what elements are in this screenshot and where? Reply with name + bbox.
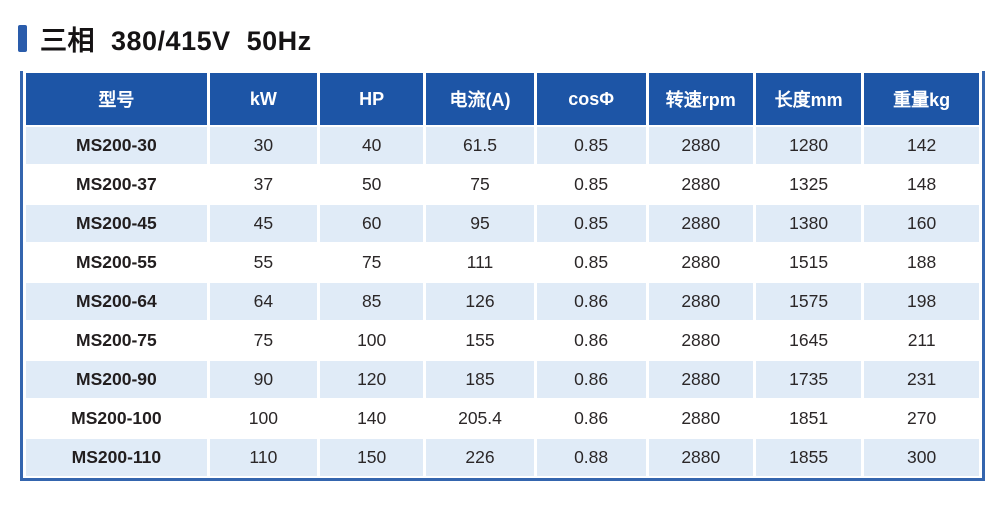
spec-table: 型号 kW HP 电流(A) cosΦ 转速rpm 长度mm 重量kg MS20…	[23, 71, 982, 478]
value-cell: 0.85	[536, 244, 646, 281]
value-cell: 0.85	[536, 166, 646, 203]
value-cell: 226	[426, 439, 534, 476]
value-cell: 0.86	[536, 322, 646, 359]
value-cell: 188	[864, 244, 979, 281]
value-cell: 2880	[648, 127, 753, 164]
table-row: MS200-55 55 75 111 0.85 2880 1515 188	[26, 244, 979, 281]
model-cell: MS200-45	[26, 205, 207, 242]
value-cell: 140	[319, 400, 424, 437]
value-cell: 75	[426, 166, 534, 203]
value-cell: 0.85	[536, 127, 646, 164]
value-cell: 111	[426, 244, 534, 281]
model-cell: MS200-64	[26, 283, 207, 320]
value-cell: 1575	[755, 283, 862, 320]
table-row: MS200-45 45 60 95 0.85 2880 1380 160	[26, 205, 979, 242]
value-cell: 185	[426, 361, 534, 398]
col-header-kw: kW	[209, 73, 317, 125]
value-cell: 75	[319, 244, 424, 281]
col-header-length: 长度mm	[755, 73, 862, 125]
value-cell: 1855	[755, 439, 862, 476]
value-cell: 61.5	[426, 127, 534, 164]
table-row: MS200-110 110 150 226 0.88 2880 1855 300	[26, 439, 979, 476]
header-row: 型号 kW HP 电流(A) cosΦ 转速rpm 长度mm 重量kg	[26, 73, 979, 125]
table-body: MS200-30 30 40 61.5 0.85 2880 1280 142 MS200-37 3…	[26, 127, 979, 476]
value-cell: 0.85	[536, 205, 646, 242]
value-cell: 100	[319, 322, 424, 359]
value-cell: 1380	[755, 205, 862, 242]
value-cell: 300	[864, 439, 979, 476]
value-cell: 37	[209, 166, 317, 203]
value-cell: 60	[319, 205, 424, 242]
model-cell: MS200-90	[26, 361, 207, 398]
value-cell: 45	[209, 205, 317, 242]
value-cell: 75	[209, 322, 317, 359]
value-cell: 1851	[755, 400, 862, 437]
table-row: MS200-100 100 140 205.4 0.86 2880 1851 270	[26, 400, 979, 437]
value-cell: 40	[319, 127, 424, 164]
col-header-cosphi: cosΦ	[536, 73, 646, 125]
value-cell: 85	[319, 283, 424, 320]
table-row: MS200-64 64 85 126 0.86 2880 1575 198	[26, 283, 979, 320]
value-cell: 142	[864, 127, 979, 164]
value-cell: 198	[864, 283, 979, 320]
value-cell: 148	[864, 166, 979, 203]
value-cell: 2880	[648, 361, 753, 398]
title-accent-bar	[18, 25, 27, 52]
value-cell: 55	[209, 244, 317, 281]
value-cell: 155	[426, 322, 534, 359]
value-cell: 211	[864, 322, 979, 359]
value-cell: 2880	[648, 322, 753, 359]
value-cell: 120	[319, 361, 424, 398]
value-cell: 110	[209, 439, 317, 476]
value-cell: 0.86	[536, 283, 646, 320]
value-cell: 2880	[648, 439, 753, 476]
value-cell: 30	[209, 127, 317, 164]
value-cell: 1735	[755, 361, 862, 398]
page-title: 三相 380/415V 50Hz	[40, 26, 312, 56]
value-cell: 1645	[755, 322, 862, 359]
value-cell: 100	[209, 400, 317, 437]
model-cell: MS200-110	[26, 439, 207, 476]
value-cell: 2880	[648, 400, 753, 437]
value-cell: 90	[209, 361, 317, 398]
value-cell: 160	[864, 205, 979, 242]
col-header-model: 型号	[26, 73, 207, 125]
value-cell: 0.86	[536, 361, 646, 398]
value-cell: 1325	[755, 166, 862, 203]
value-cell: 95	[426, 205, 534, 242]
model-cell: MS200-75	[26, 322, 207, 359]
model-cell: MS200-55	[26, 244, 207, 281]
table-row: MS200-75 75 100 155 0.86 2880 1645 211	[26, 322, 979, 359]
table-row: MS200-37 37 50 75 0.85 2880 1325 148	[26, 166, 979, 203]
value-cell: 126	[426, 283, 534, 320]
value-cell: 0.88	[536, 439, 646, 476]
value-cell: 0.86	[536, 400, 646, 437]
value-cell: 2880	[648, 283, 753, 320]
value-cell: 1515	[755, 244, 862, 281]
value-cell: 270	[864, 400, 979, 437]
value-cell: 205.4	[426, 400, 534, 437]
value-cell: 150	[319, 439, 424, 476]
col-header-hp: HP	[319, 73, 424, 125]
value-cell: 1280	[755, 127, 862, 164]
page-title-block: 三相 380/415V 50Hz	[0, 0, 1000, 58]
col-header-weight: 重量kg	[864, 73, 979, 125]
value-cell: 231	[864, 361, 979, 398]
table-row: MS200-30 30 40 61.5 0.85 2880 1280 142	[26, 127, 979, 164]
table-row: MS200-90 90 120 185 0.86 2880 1735 231	[26, 361, 979, 398]
model-cell: MS200-30	[26, 127, 207, 164]
model-cell: MS200-37	[26, 166, 207, 203]
col-header-current: 电流(A)	[426, 73, 534, 125]
value-cell: 64	[209, 283, 317, 320]
value-cell: 2880	[648, 166, 753, 203]
col-header-rpm: 转速rpm	[648, 73, 753, 125]
model-cell: MS200-100	[26, 400, 207, 437]
value-cell: 2880	[648, 244, 753, 281]
value-cell: 2880	[648, 205, 753, 242]
spec-table-wrap: 型号 kW HP 电流(A) cosΦ 转速rpm 长度mm 重量kg MS20…	[20, 71, 985, 481]
value-cell: 50	[319, 166, 424, 203]
